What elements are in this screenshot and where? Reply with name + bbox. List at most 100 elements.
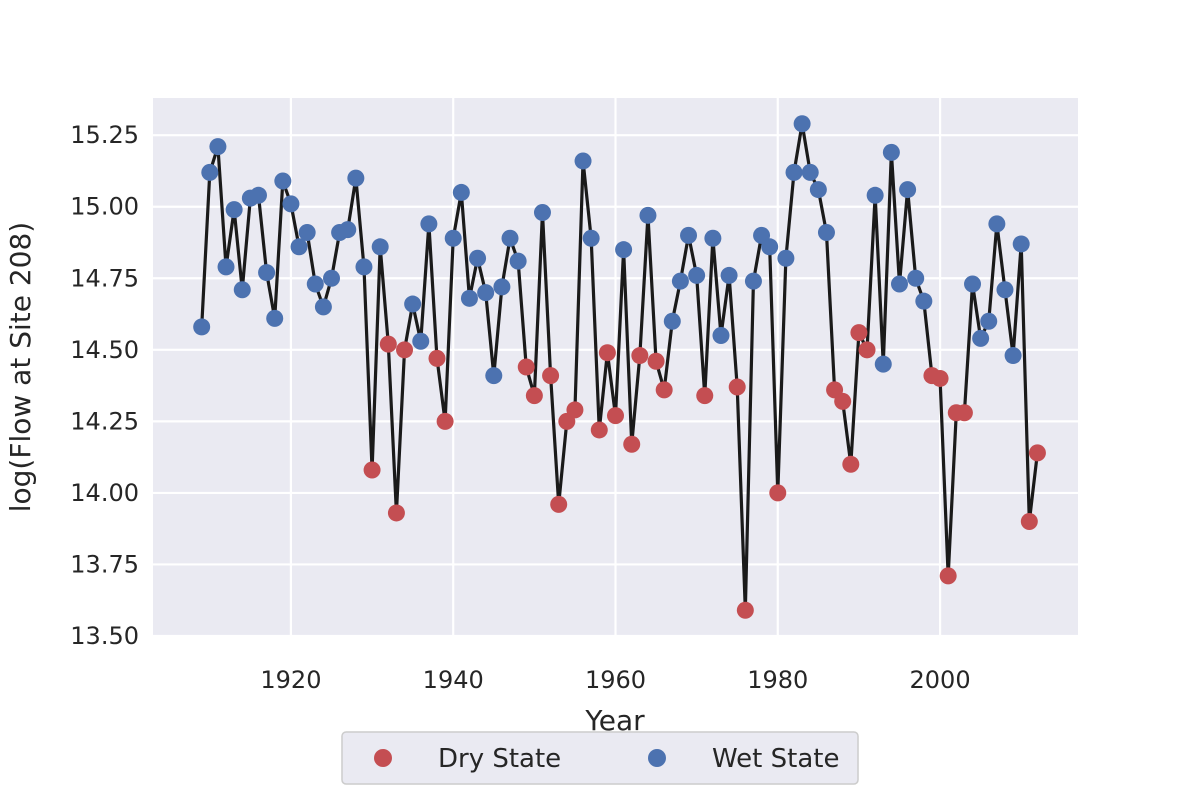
legend-label-dry: Dry State: [438, 744, 561, 774]
wet-state-point: [866, 186, 884, 204]
wet-state-point: [323, 269, 341, 287]
wet-state-point: [996, 281, 1014, 299]
x-tick-label: 1940: [423, 666, 484, 694]
y-tick-label: 15.00: [70, 193, 139, 221]
dry-state-point: [566, 401, 584, 419]
y-tick-label: 14.00: [70, 479, 139, 507]
y-tick-label: 13.75: [70, 550, 139, 578]
dry-state-point: [728, 378, 746, 396]
wet-state-point: [899, 181, 917, 199]
wet-state-point: [290, 238, 308, 256]
y-tick-labels: 13.50 13.75 14.00 14.25 14.50 14.75 15.00 15.25: [70, 121, 139, 650]
wet-state-point: [907, 269, 925, 287]
wet-state-point: [680, 226, 698, 244]
wet-state-point: [801, 163, 819, 181]
dry-state-point: [1020, 513, 1038, 531]
wet-state-point: [412, 332, 430, 350]
wet-state-point: [720, 266, 738, 284]
wet-state-point: [615, 241, 633, 259]
dry-state-point: [623, 435, 641, 453]
dry-state-point: [850, 324, 868, 342]
dry-state-point: [550, 495, 568, 513]
wet-state-point: [712, 327, 730, 345]
dry-state-point: [834, 392, 852, 410]
dry-state-point: [387, 504, 405, 522]
wet-state-point: [817, 224, 835, 241]
wet-state-point: [266, 309, 284, 327]
y-tick-label: 13.50: [70, 622, 139, 650]
wet-state-point: [193, 318, 211, 336]
grid: [153, 98, 1078, 638]
wet-state-point: [744, 272, 762, 290]
wet-state-point: [306, 275, 324, 293]
dry-state-point: [598, 344, 616, 362]
wet-state-point: [777, 249, 795, 267]
dry-state-point: [396, 341, 414, 359]
wet-state-point: [452, 183, 470, 201]
wet-state-point: [582, 229, 600, 247]
wet-state-point: [671, 272, 689, 290]
wet-state-point: [533, 203, 551, 221]
wet-state-point: [972, 329, 990, 347]
y-tick-label: 14.50: [70, 336, 139, 364]
legend-marker-dry: [374, 749, 392, 767]
wet-state-point: [915, 292, 933, 310]
wet-state-point: [688, 266, 706, 284]
y-axis-label: log(Flow at Site 208): [4, 222, 37, 513]
dry-state-point: [736, 601, 754, 619]
wet-state-point: [477, 284, 495, 302]
dry-state-point: [939, 567, 957, 585]
wet-state-point: [785, 163, 803, 181]
wet-state-point: [469, 249, 487, 267]
dry-state-point: [525, 387, 543, 405]
x-tick-label: 1980: [747, 666, 808, 694]
dry-state-point: [955, 404, 973, 422]
wet-state-point: [639, 206, 657, 224]
wet-state-point: [282, 195, 300, 213]
dry-state-point: [542, 367, 560, 385]
dry-state-point: [436, 412, 454, 430]
y-tick-label: 14.75: [70, 264, 139, 292]
dry-state-point: [858, 341, 876, 359]
wet-state-point: [225, 201, 243, 219]
legend: Dry State Wet State: [341, 731, 859, 785]
wet-state-point: [793, 115, 811, 133]
wet-state-point: [339, 221, 357, 239]
legend-frame: [341, 731, 859, 785]
wet-state-point: [980, 312, 998, 330]
wet-state-point: [274, 172, 292, 190]
legend-marker-wet: [648, 749, 666, 767]
wet-state-point: [964, 275, 982, 293]
wet-state-point: [314, 298, 332, 316]
wet-state-point: [509, 252, 527, 270]
wet-state-point: [460, 289, 478, 307]
wet-state-point: [761, 238, 779, 256]
dry-state-point: [590, 421, 608, 439]
dry-state-point: [1028, 444, 1046, 462]
legend-label-wet: Wet State: [712, 744, 839, 774]
wet-state-point: [501, 229, 519, 247]
wet-state-point: [420, 215, 438, 233]
dry-state-point: [647, 352, 665, 370]
wet-state-point: [1004, 347, 1022, 365]
dry-state-point: [517, 358, 535, 376]
wet-state-point: [249, 186, 267, 204]
dry-state-point: [631, 347, 649, 365]
wet-state-point: [485, 367, 503, 385]
wet-state-point: [493, 278, 511, 296]
x-tick-label: 2000: [910, 666, 971, 694]
wet-state-point: [890, 275, 908, 293]
wet-state-point: [217, 258, 235, 276]
data-points: [193, 115, 1046, 619]
x-tick-label: 1960: [585, 666, 646, 694]
wet-state-point: [663, 312, 681, 330]
dry-state-point: [769, 484, 787, 502]
dry-state-point: [931, 369, 949, 387]
y-tick-label: 15.25: [70, 121, 139, 149]
wet-state-point: [233, 281, 251, 299]
wet-state-point: [704, 229, 722, 247]
y-tick-label: 14.25: [70, 407, 139, 435]
wet-state-point: [355, 258, 373, 276]
wet-state-point: [209, 138, 227, 156]
wet-state-point: [988, 215, 1006, 233]
